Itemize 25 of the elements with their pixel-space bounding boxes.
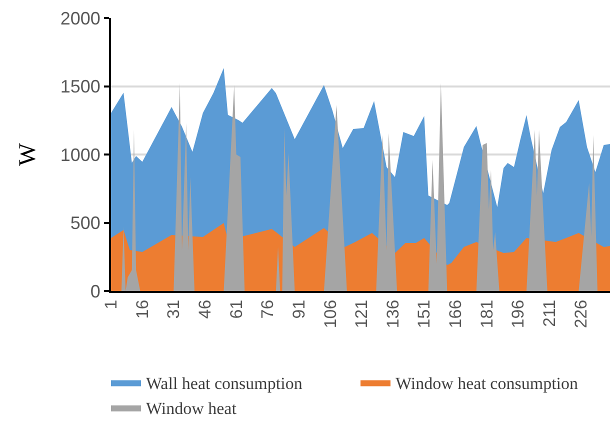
x-tick-label: 106 xyxy=(320,300,340,328)
x-tick-label: 196 xyxy=(508,300,528,328)
y-tick-label: 1000 xyxy=(60,144,100,165)
legend-label: Window heat consumption xyxy=(396,374,579,393)
y-axis-title: W xyxy=(14,142,41,166)
x-tick-label: 181 xyxy=(477,300,496,328)
x-tick-label: 46 xyxy=(195,300,214,319)
x-tick-label: 16 xyxy=(132,300,152,319)
x-tick-label: 226 xyxy=(571,300,590,328)
x-tick-label: 151 xyxy=(414,300,434,328)
x-tick-label: 31 xyxy=(164,300,184,319)
x-tick-label: 61 xyxy=(226,300,246,319)
x-tick-label: 211 xyxy=(540,300,559,327)
x-tick-label: 1 xyxy=(102,300,121,310)
legend-label: Window heat xyxy=(146,398,237,418)
x-tick-label: 76 xyxy=(258,300,278,319)
y-tick-label: 1500 xyxy=(60,76,100,97)
x-tick-label: 121 xyxy=(352,300,372,328)
x-tick-label: 91 xyxy=(289,300,308,319)
legend-label: Wall heat consumption xyxy=(146,374,303,393)
x-tick-label: 166 xyxy=(446,300,466,328)
y-tick-label: 0 xyxy=(90,281,100,302)
y-tick-label: 500 xyxy=(70,213,100,234)
y-tick-label: 2000 xyxy=(60,8,100,28)
x-tick-label: 136 xyxy=(383,300,402,328)
